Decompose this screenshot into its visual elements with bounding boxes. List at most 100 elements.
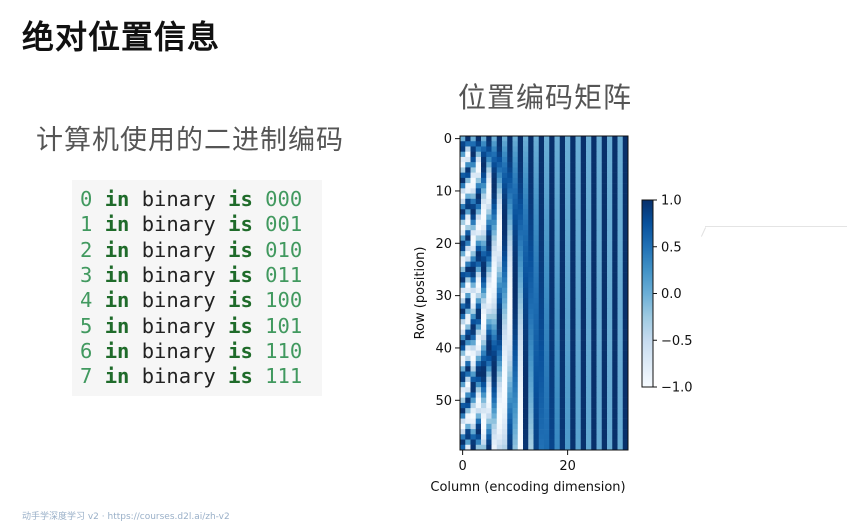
heatmap-cell: [460, 371, 466, 378]
heatmap-cell: [491, 287, 498, 294]
heatmap-cell: [507, 434, 513, 440]
heatmap-cell: [517, 350, 524, 357]
heatmap-cell: [475, 418, 482, 425]
heatmap-cell: [596, 418, 603, 425]
heatmap-cell: [465, 345, 471, 351]
heatmap-cell: [481, 156, 487, 163]
heatmap-cell: [491, 408, 498, 414]
heatmap-cell: [475, 439, 482, 446]
heatmap-cell: [523, 293, 529, 299]
heatmap-cell: [528, 423, 534, 430]
heatmap-cell: [538, 141, 545, 147]
heatmap-cell: [507, 214, 513, 221]
heatmap-cell: [617, 350, 624, 357]
heatmap-cell: [528, 371, 534, 378]
heatmap-cell: [481, 429, 487, 435]
heatmap-cell: [475, 319, 482, 325]
heatmap-cell: [481, 408, 487, 414]
heatmap-cell: [591, 156, 597, 163]
heatmap-cell: [591, 392, 597, 398]
heatmap-cell: [470, 392, 477, 398]
heatmap-cell: [622, 261, 629, 268]
heatmap-cell: [601, 350, 608, 357]
heatmap-cell: [475, 245, 482, 252]
heatmap-cell: [586, 308, 592, 315]
heatmap-cell: [565, 361, 571, 367]
heatmap-cell: [486, 183, 492, 189]
heatmap-cell: [580, 287, 587, 294]
heatmap-cell: [523, 408, 529, 414]
heatmap-cell: [596, 408, 603, 414]
heatmap-cell: [596, 381, 603, 388]
heatmap-cell: [486, 402, 492, 409]
heatmap-cell: [538, 298, 545, 304]
heatmap-cell: [538, 245, 545, 252]
heatmap-cell: [617, 303, 624, 309]
heatmap-cell: [512, 423, 519, 430]
heatmap-cell: [544, 251, 550, 257]
heatmap-cell: [507, 319, 513, 325]
heatmap-cell: [512, 193, 519, 200]
heatmap-cell: [512, 298, 519, 304]
heatmap-cell: [607, 361, 613, 367]
heatmap-cell: [612, 324, 618, 330]
heatmap-cell: [502, 319, 508, 325]
heatmap-cell: [544, 266, 550, 273]
heatmap-cell: [470, 156, 477, 163]
heatmap-cell: [612, 413, 618, 419]
heatmap-cell: [565, 172, 571, 179]
heatmap-cell: [528, 444, 534, 451]
heatmap-cell: [575, 340, 582, 346]
heatmap-cell: [554, 439, 561, 446]
heatmap-cell: [538, 230, 545, 236]
heatmap-cell: [617, 209, 624, 215]
heatmap-cell: [544, 209, 550, 215]
heatmap-cell: [470, 329, 477, 336]
heatmap-cell: [607, 319, 613, 325]
heatmap-cell: [491, 193, 498, 200]
heatmap-cell: [617, 423, 624, 430]
heatmap-cell: [596, 282, 603, 289]
heatmap-cell: [591, 376, 597, 383]
heatmap-cell: [549, 272, 555, 278]
heatmap-cell: [512, 345, 519, 351]
heatmap-cell: [475, 256, 482, 262]
heatmap-cell: [470, 272, 477, 278]
heatmap-cell: [580, 361, 587, 367]
heatmap-cell: [554, 219, 561, 226]
heatmap-cell: [570, 392, 576, 398]
heatmap-cell: [549, 376, 555, 383]
heatmap-cell: [607, 156, 613, 163]
heatmap-cell: [559, 245, 566, 252]
heatmap-cell: [533, 334, 540, 341]
heatmap-cell: [491, 230, 498, 236]
heatmap-cell: [612, 167, 618, 173]
heatmap-cell: [549, 319, 555, 325]
heatmap-cell: [496, 371, 503, 378]
heatmap-cell: [549, 141, 555, 147]
heatmap-cell: [607, 136, 613, 142]
heatmap-cell: [512, 198, 519, 205]
heatmap-cell: [586, 266, 592, 273]
heatmap-cell: [523, 444, 529, 451]
heatmap-cell: [607, 387, 613, 393]
heatmap-cell: [507, 172, 513, 179]
heatmap-cell: [575, 308, 582, 315]
heatmap-cell: [622, 198, 629, 205]
heatmap-cell: [486, 324, 492, 330]
heatmap-cell: [486, 193, 492, 200]
heatmap-cell: [612, 272, 618, 278]
heatmap-cell: [496, 277, 503, 283]
heatmap-cell: [491, 245, 498, 252]
heatmap-cell: [512, 319, 519, 325]
heatmap-cell: [544, 397, 550, 404]
heatmap-cell: [486, 319, 492, 325]
heatmap-cell: [596, 402, 603, 409]
heatmap-cell: [565, 408, 571, 414]
heatmap-cell: [622, 193, 629, 200]
heatmap-cell: [559, 198, 566, 205]
heatmap-cell: [601, 355, 608, 362]
heatmap-cell: [559, 334, 566, 341]
heatmap-cell: [559, 392, 566, 398]
code-keyword-is: is: [228, 187, 253, 211]
